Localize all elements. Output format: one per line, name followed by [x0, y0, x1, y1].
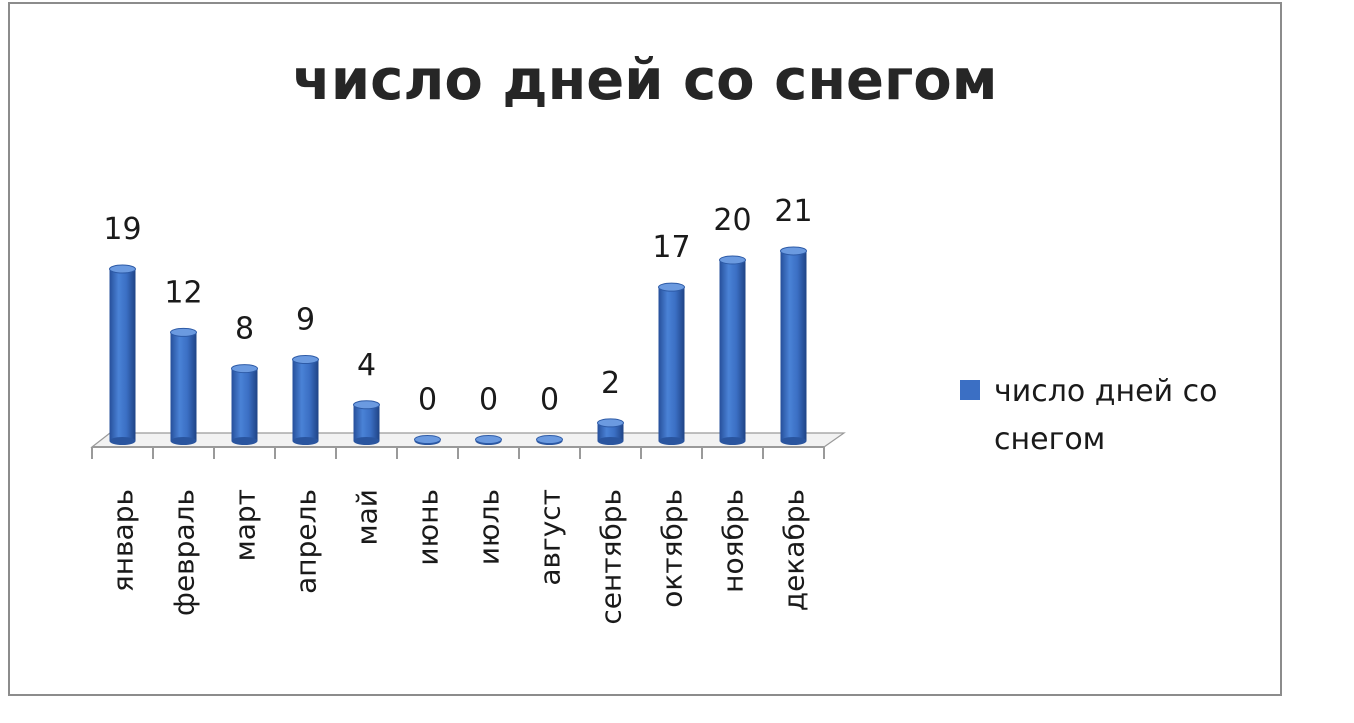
bar-body — [292, 359, 319, 441]
bar-body — [109, 269, 136, 441]
bar-12 — [780, 246, 807, 445]
bar-5 — [353, 400, 380, 445]
data-label-1: 19 — [103, 212, 141, 247]
bar-top — [780, 246, 807, 256]
bar-top — [658, 282, 685, 292]
category-label-1: январь — [107, 489, 140, 592]
bar-base — [292, 437, 319, 445]
bar-3 — [231, 364, 258, 445]
bar-top — [414, 435, 441, 444]
page-margin-right — [1284, 0, 1354, 723]
bar-body — [780, 250, 807, 441]
bar-base — [353, 437, 380, 445]
bar-top — [231, 364, 258, 374]
bar-1 — [109, 264, 136, 445]
bar-body — [353, 404, 380, 441]
data-label-11: 20 — [713, 203, 751, 238]
bar-base — [109, 437, 136, 445]
data-label-10: 17 — [652, 230, 690, 265]
bar-top — [597, 418, 624, 428]
legend-swatch — [960, 380, 980, 400]
data-label-12: 21 — [774, 194, 812, 229]
category-label-9: сентябрь — [595, 489, 628, 625]
category-label-8: август — [534, 489, 567, 586]
data-label-9: 2 — [601, 366, 620, 401]
bar-body — [658, 287, 685, 441]
category-label-10: октябрь — [656, 489, 689, 608]
bar-body — [719, 260, 746, 441]
bar-base — [170, 437, 197, 445]
data-label-2: 12 — [164, 275, 202, 310]
bar-body — [597, 422, 624, 441]
data-label-6: 0 — [418, 383, 437, 418]
bar-top — [719, 255, 746, 265]
legend-label: число дней со снегом — [994, 374, 1218, 457]
bar-2 — [170, 327, 197, 445]
category-label-2: февраль — [168, 489, 201, 616]
category-label-7: июль — [473, 489, 506, 565]
bar-6 — [414, 435, 441, 445]
bar-8 — [536, 435, 563, 445]
bar-base — [719, 437, 746, 445]
bar-base — [597, 437, 624, 445]
category-label-4: апрель — [290, 489, 323, 594]
category-label-5: май — [351, 489, 384, 545]
bar-top — [292, 355, 319, 365]
bar-7 — [475, 435, 502, 445]
bar-base — [658, 437, 685, 445]
data-label-3: 8 — [235, 312, 254, 347]
bar-top — [536, 435, 563, 444]
bar-4 — [292, 355, 319, 445]
bar-top — [353, 400, 380, 410]
bar-base — [780, 437, 807, 445]
chart-frame — [8, 2, 1282, 696]
bar-top — [109, 264, 136, 274]
category-label-12: декабрь — [778, 489, 811, 611]
bar-body — [231, 368, 258, 441]
bar-body — [170, 332, 197, 441]
data-label-7: 0 — [479, 383, 498, 418]
page-margin-bottom — [0, 696, 1354, 723]
category-label-11: ноябрь — [717, 489, 750, 593]
category-label-3: март — [229, 489, 262, 561]
bar-top — [475, 435, 502, 444]
plot-area: 19 12 8 9 4 0 0 0 2 17 20 21 январь февраль март апрел… — [90, 194, 846, 625]
category-label-6: июнь — [412, 489, 445, 566]
bar-top — [170, 327, 197, 337]
data-label-4: 9 — [296, 303, 315, 338]
data-label-8: 0 — [540, 383, 559, 418]
bar-10 — [658, 282, 685, 445]
bar-9 — [597, 418, 624, 445]
bar-11 — [719, 255, 746, 445]
bar-base — [231, 437, 258, 445]
chart-title: число дней со снегом — [292, 48, 998, 113]
data-label-5: 4 — [357, 348, 376, 383]
